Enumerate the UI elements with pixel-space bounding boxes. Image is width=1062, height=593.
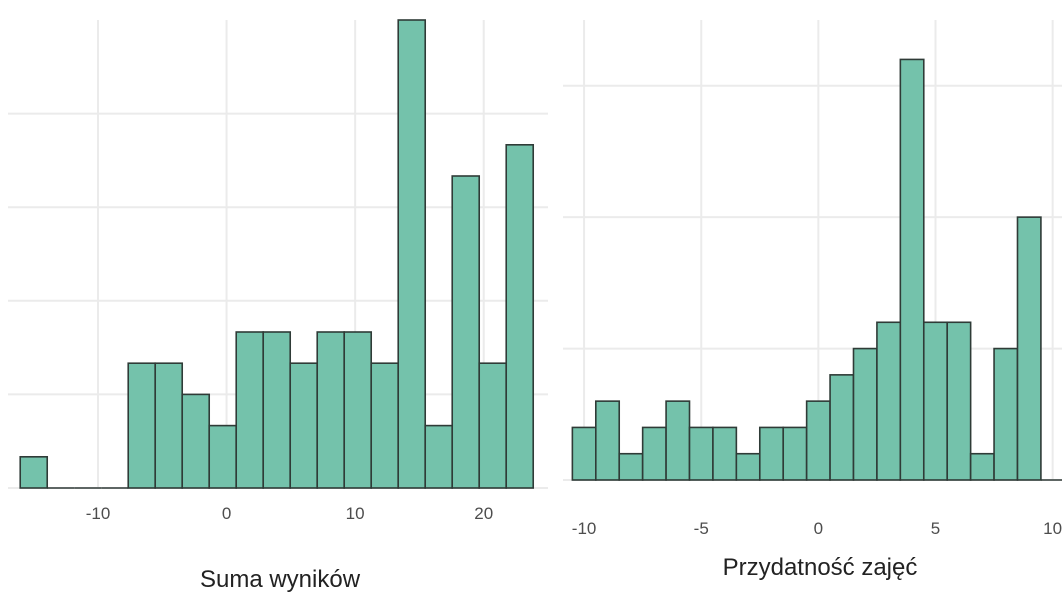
histogram-bar [805,400,831,481]
histogram-bar [424,424,454,489]
histogram-bar [758,426,785,481]
histogram-bar [370,362,400,489]
histogram-bar [181,393,211,489]
x-tick-label: 0 [814,519,823,538]
histogram-panel-suma-wynikow: -10 0 10 20 [8,19,548,523]
x-axis-title-suma-wynikow: Suma wyników [200,566,361,593]
histogram-bar [735,452,761,481]
histogram-bar [289,362,319,489]
x-tick-label: 10 [1043,519,1062,538]
histogram-bar [505,144,535,489]
histogram-bar [397,19,427,489]
histogram-bar [343,331,373,489]
x-tick-label: 5 [931,519,940,538]
histogram-bar [665,400,691,481]
x-tick-label: -10 [572,519,597,538]
histogram-bar [688,426,714,481]
histogram-bar [922,321,949,481]
histogram-bar [208,424,238,489]
histogram-bar [235,331,265,489]
histogram-bar [641,426,667,481]
histogram-panel-przydatnosc-zajec: -10 -5 0 5 10 [563,20,1062,538]
x-tick-label: 20 [474,504,493,523]
histogram-bar [594,400,621,481]
histogram-bar [19,455,49,489]
histogram-bar [899,58,925,481]
histogram-bar [876,321,902,481]
histogram-bar [618,452,644,481]
histogram-bar [571,426,597,481]
histogram-bar [829,374,855,481]
histogram-bar [316,331,346,489]
histogram-bar [782,426,808,481]
x-tick-label: -10 [86,504,111,523]
histogram-bar [969,452,995,481]
histogram-bar [451,175,481,489]
histogram-bar [478,362,508,489]
histogram-bar [946,321,972,481]
histogram-bar [993,347,1019,481]
histogram-bar [1016,216,1042,481]
histogram-bar [154,362,184,489]
x-tick-label: 0 [222,504,231,523]
histogram-bar [852,347,878,481]
x-axis-title-przydatnosc-zajec: Przydatność zajęć [723,554,918,581]
histogram-bar [127,362,157,489]
x-tick-label: -5 [694,519,709,538]
histogram-bar [712,426,738,481]
x-tick-label: 10 [346,504,365,523]
histogram-bar [262,331,292,489]
